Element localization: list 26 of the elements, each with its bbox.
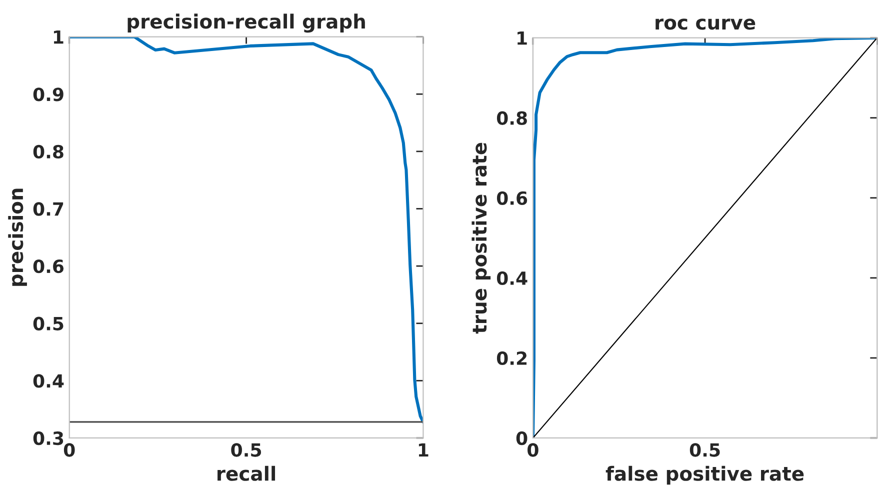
y-tick-label: 0.2	[496, 351, 527, 366]
y-tick-label: 0.4	[496, 271, 528, 286]
line-series	[532, 38, 878, 438]
y-tick-label: 1	[54, 30, 64, 44]
x-tick-label: 0	[64, 443, 75, 457]
y-tick-label: 0.6	[496, 191, 528, 205]
y-tick-label: 0.7	[33, 202, 64, 216]
x-tick-label: 0	[528, 443, 538, 457]
y-tick-label: 0.4	[33, 374, 64, 388]
y-tick-label: 0.6	[33, 260, 64, 274]
chart-title: precision-recall graph	[128, 14, 365, 33]
y-tick-label: 0.3	[33, 431, 64, 446]
y-axis-title: true positive rate	[472, 142, 491, 334]
y-tick-label: 1	[518, 31, 527, 45]
x-tick-label: 0.5	[690, 443, 720, 457]
y-tick-label: 0.9	[33, 88, 64, 102]
x-axis-title: recall	[218, 466, 276, 481]
x-tick-label: 1	[418, 443, 428, 457]
x-axis-title: false positive rate	[606, 466, 804, 485]
y-tick-label: 0.8	[33, 144, 64, 159]
chart-title: roc curve	[656, 18, 756, 30]
y-tick-label: 0	[516, 431, 528, 446]
x-tick-label: 0.5	[231, 443, 262, 457]
y-axis-title: precision	[8, 188, 27, 286]
y-tick-label: 0.5	[33, 316, 64, 330]
y-tick-label: 0.8	[496, 111, 527, 125]
